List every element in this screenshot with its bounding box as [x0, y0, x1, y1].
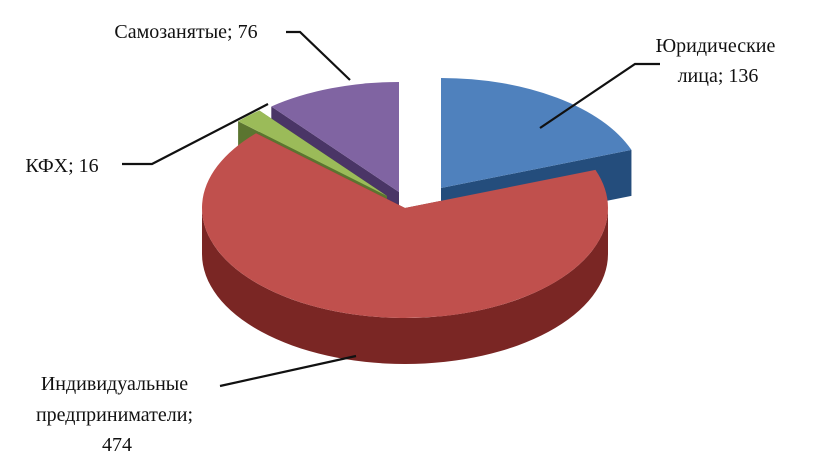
- slice-label-ip-line2: предприниматели;: [36, 404, 193, 426]
- leader-line-kfh: [122, 103, 269, 166]
- slice-label-self-line1: Самозанятые; 76: [114, 21, 257, 43]
- slice-label-legal: Юридические лица; 136: [656, 35, 781, 87]
- slice-kfh: [238, 110, 387, 196]
- slice-side-ip: [202, 208, 608, 364]
- slice-legal: [441, 78, 632, 188]
- slice-label-ip-line1: Индивидуальные: [41, 373, 188, 395]
- pie-tops: [201, 78, 632, 318]
- slice-label-legal-line2: лица; 136: [678, 65, 759, 87]
- slice-ip: [201, 133, 608, 318]
- slice-label-kfh: КФХ; 16: [25, 155, 98, 177]
- slice-label-ip: Индивидуальные предприниматели; 474: [36, 373, 198, 456]
- slice-label-ip-line3: 474: [102, 434, 132, 456]
- leader-line-legal: [539, 62, 660, 129]
- slice-label-self: Самозанятые; 76: [114, 21, 257, 43]
- slice-label-kfh-line1: КФХ; 16: [25, 155, 98, 177]
- slice-self: [271, 82, 399, 192]
- leader-line-ip: [219, 354, 357, 388]
- leader-line-self: [286, 30, 351, 81]
- slice-label-legal-line1: Юридические: [656, 35, 776, 57]
